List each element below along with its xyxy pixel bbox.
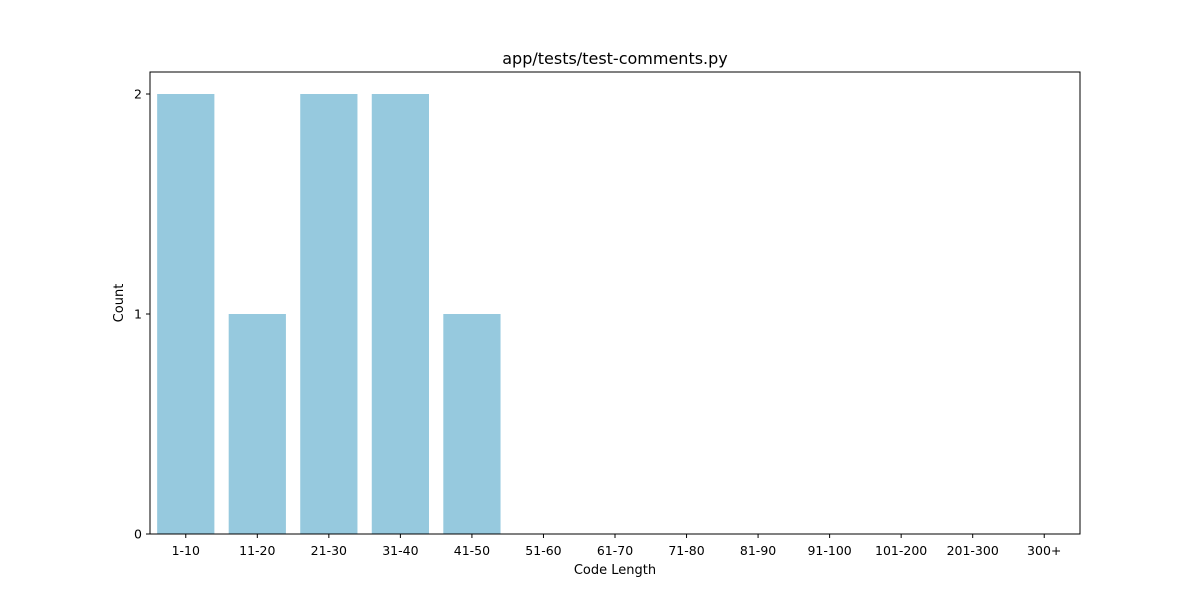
bars-group bbox=[157, 94, 501, 534]
x-tick-label-71-80: 71-80 bbox=[668, 543, 704, 558]
x-tick-label-300+: 300+ bbox=[1027, 543, 1061, 558]
x-tick-label-101-200: 101-200 bbox=[875, 543, 927, 558]
x-axis-label: Code Length bbox=[574, 563, 656, 578]
x-tick-label-41-50: 41-50 bbox=[454, 543, 490, 558]
x-tick-label-51-60: 51-60 bbox=[525, 543, 561, 558]
x-tick-label-31-40: 31-40 bbox=[382, 543, 418, 558]
x-tick-label-91-100: 91-100 bbox=[807, 543, 851, 558]
x-tick-label-21-30: 21-30 bbox=[311, 543, 347, 558]
plot-frame bbox=[149, 71, 1081, 535]
bar-21-30 bbox=[300, 94, 358, 534]
bar-1-10 bbox=[157, 94, 215, 534]
chart-title: app/tests/test-comments.py bbox=[502, 49, 728, 68]
bar-41-50 bbox=[443, 314, 501, 534]
x-tick-label-81-90: 81-90 bbox=[740, 543, 776, 558]
bar-11-20 bbox=[228, 314, 286, 534]
x-axis: 1-10 11-20 21-30 31-40 41-50 51-60 61-70 71-80 8… bbox=[172, 534, 1061, 558]
x-tick-label-201-300: 201-300 bbox=[947, 543, 999, 558]
y-tick-label-1: 1 bbox=[134, 307, 142, 322]
y-tick-label-2: 2 bbox=[134, 87, 142, 102]
x-tick-label-1-10: 1-10 bbox=[172, 543, 200, 558]
y-axis-label: Count bbox=[112, 284, 127, 323]
x-tick-label-61-70: 61-70 bbox=[597, 543, 633, 558]
y-tick-label-0: 0 bbox=[134, 527, 142, 542]
x-tick-label-11-20: 11-20 bbox=[239, 543, 275, 558]
y-axis: 0 1 2 bbox=[134, 87, 150, 542]
bar-31-40 bbox=[371, 94, 429, 534]
